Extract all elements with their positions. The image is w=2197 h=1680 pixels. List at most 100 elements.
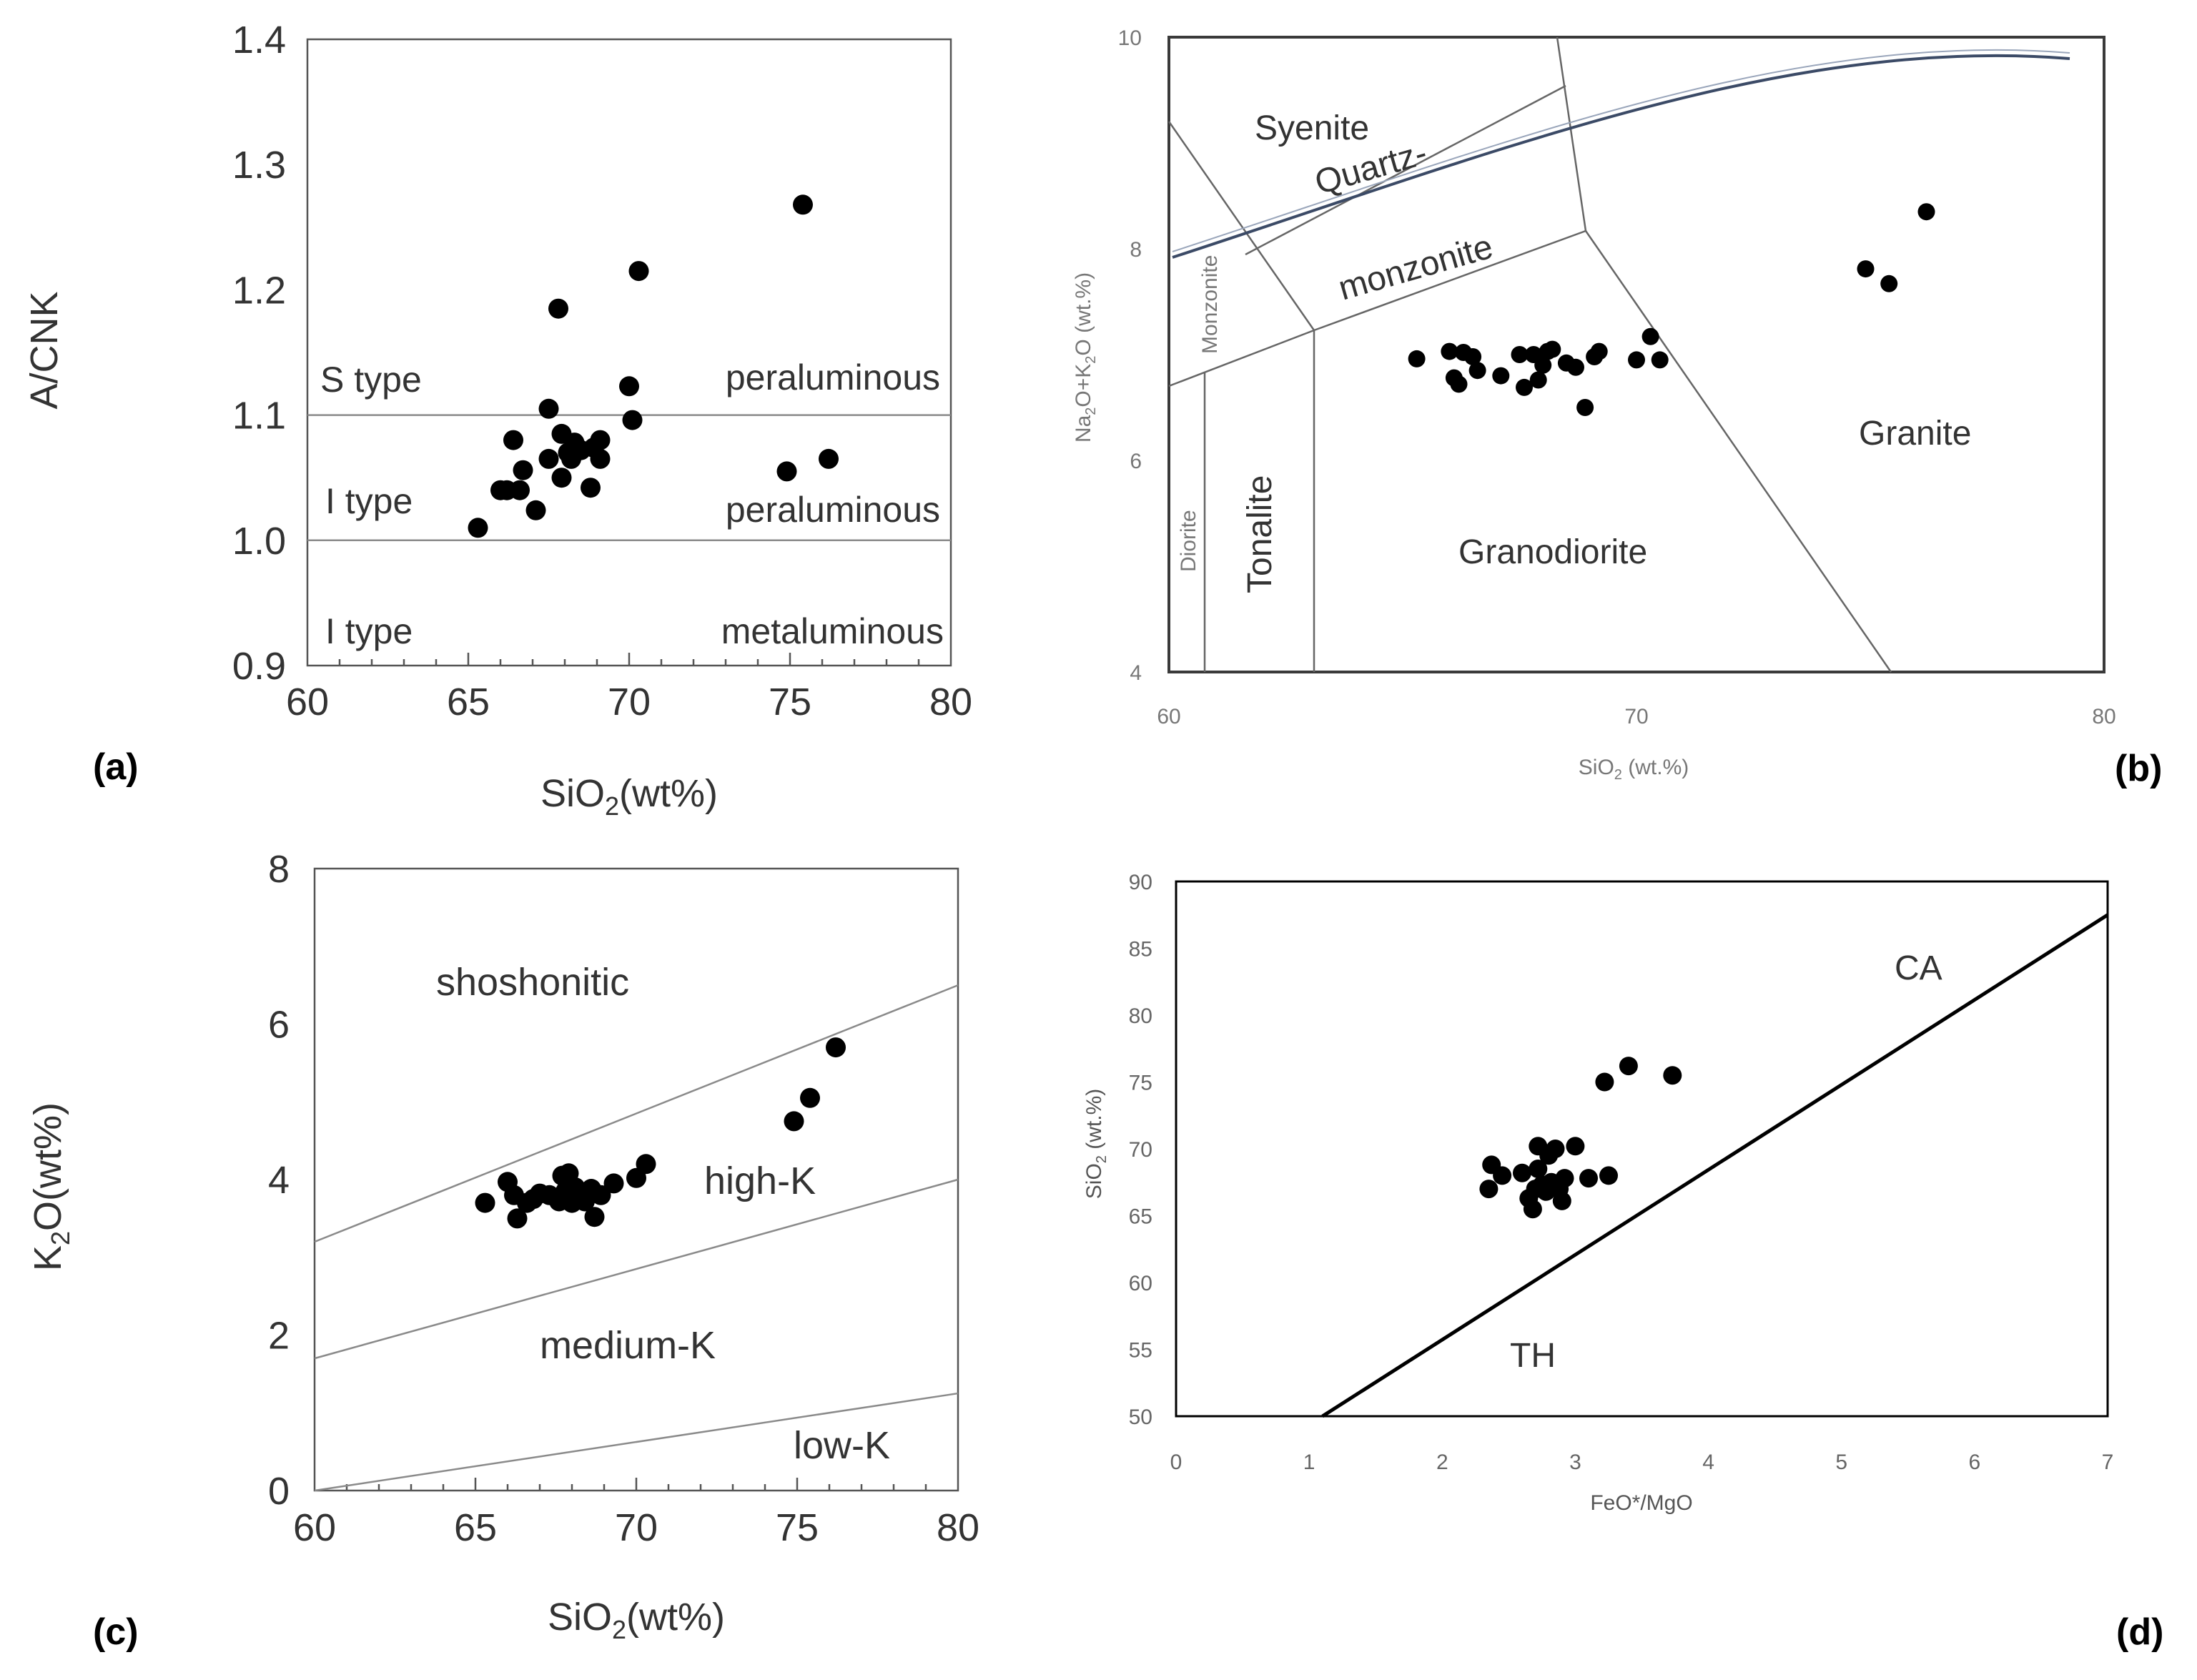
panel-d-chart: 0 1 2 3 4 5 6 7 50 55 60 65 70 75 80 85 90 CA TH FeO*/M… <box>1082 871 2163 1653</box>
panel-b-x-axis-label: SiO2 (wt.%) <box>1579 756 1689 783</box>
panel-a-y-tick-label: 1.2 <box>232 269 286 312</box>
panel-d-x-axis-label: FeO*/MgO <box>1590 1491 1692 1515</box>
panel-a-point <box>503 430 523 450</box>
panel-b-point <box>1492 367 1510 385</box>
panel-c-y-tick-label: 4 <box>268 1159 290 1202</box>
panel-a-s-type-label: S type <box>320 360 422 400</box>
panel-c-point <box>636 1154 656 1175</box>
panel-d-y-tick-label: 65 <box>1129 1205 1152 1229</box>
panel-d-point <box>1552 1191 1571 1210</box>
panel-d-x-tick-labels: 0 1 2 3 4 5 6 7 <box>1170 1451 2114 1474</box>
panel-a-point <box>468 518 488 538</box>
panel-b-point <box>1544 340 1561 358</box>
panel-c-point <box>584 1207 605 1227</box>
panel-d-label: (d) <box>2116 1611 2163 1653</box>
panel-a-point <box>538 448 559 469</box>
panel-a-y-tick-labels: 0.9 1.0 1.1 1.2 1.3 1.4 <box>232 19 286 688</box>
panel-b-y-tick-label: 10 <box>1118 26 1142 50</box>
panel-d-point <box>1566 1137 1585 1156</box>
panel-d-point <box>1546 1140 1565 1158</box>
panel-a-point <box>551 468 572 488</box>
panel-d-point <box>1619 1057 1638 1076</box>
panel-b-point <box>1468 362 1486 380</box>
panel-c-point <box>626 1167 646 1188</box>
panel-c-x-tick-label: 75 <box>776 1506 819 1549</box>
panel-d-th-label: TH <box>1510 1337 1556 1375</box>
panel-d-x-tick-label: 6 <box>1969 1451 1981 1474</box>
panel-b-x-tick-label: 60 <box>1157 705 1180 728</box>
panel-b-point <box>1464 348 1482 365</box>
panel-b-point <box>1408 350 1426 367</box>
panel-a-peraluminous-lower-label: peraluminous <box>726 490 940 530</box>
panel-a-i-type-mid-label: I type <box>325 481 413 521</box>
panel-b-points <box>1408 203 1935 416</box>
panel-d-y-tick-label: 70 <box>1129 1138 1152 1162</box>
panel-b-x-tick-label: 70 <box>1624 705 1648 728</box>
panel-b-point <box>1529 371 1547 389</box>
panel-b-label: (b) <box>2115 748 2162 789</box>
panel-b-frame <box>1167 36 2105 673</box>
panel-c-y-axis-label: K2O(wt%) <box>26 1102 75 1271</box>
panel-a-x-tick-label: 70 <box>608 681 651 723</box>
panel-c-ticks <box>345 1478 927 1491</box>
panel-d-point <box>1523 1200 1542 1219</box>
panel-d-ca-th-line <box>1321 913 2109 1418</box>
panel-b-diorite-label: Diorite <box>1177 510 1200 572</box>
panel-a-y-tick-label: 1.4 <box>232 19 286 61</box>
panel-b-boundary-line <box>1167 121 1315 331</box>
panel-c-point <box>800 1087 820 1108</box>
panel-b-point <box>1534 356 1552 374</box>
panel-b-monzonite-word-label: monzonite <box>1334 228 1496 308</box>
panel-a-point <box>590 448 611 469</box>
panel-c-shoshonitic-label: shoshonitic <box>436 961 629 1004</box>
panel-a-peraluminous-upper-label: peraluminous <box>726 357 940 397</box>
panel-b-boundary-line <box>1313 229 1586 332</box>
panel-b-point <box>1576 399 1594 416</box>
panel-c-y-tick-labels: 0 2 4 6 8 <box>268 848 290 1513</box>
panel-d-point <box>1529 1160 1548 1178</box>
panel-c-point <box>507 1208 528 1229</box>
panel-b-y-tick-labels: 4 6 8 10 <box>1118 26 1142 685</box>
panel-c-x-tick-label: 65 <box>454 1506 497 1549</box>
panel-c-point <box>826 1037 846 1058</box>
panel-a-ticks <box>338 653 920 666</box>
panel-a-point <box>793 194 813 215</box>
panel-a-point <box>590 430 611 450</box>
panel-b-point <box>1567 358 1584 376</box>
panel-a-frame <box>306 38 952 667</box>
panel-d-point <box>1579 1169 1598 1188</box>
panel-a-x-tick-label: 60 <box>286 681 329 723</box>
panel-c-boundary-line <box>314 1392 959 1492</box>
panel-b-point <box>1917 203 1935 221</box>
panel-d-point <box>1513 1163 1531 1182</box>
panel-c-low-k-label: low-K <box>794 1424 890 1467</box>
panel-c-chart: 60 65 70 75 80 0 2 4 6 8 shoshonitic high-K medi… <box>26 848 979 1653</box>
panel-b-point <box>1450 375 1468 393</box>
panel-d-x-tick-label: 0 <box>1170 1451 1183 1474</box>
panel-b-y-tick-label: 4 <box>1130 661 1142 685</box>
panel-a-y-tick-label: 0.9 <box>232 645 286 688</box>
panel-d-ca-label: CA <box>1895 949 1942 987</box>
panel-d-x-tick-label: 7 <box>2102 1451 2114 1474</box>
panel-b-point <box>1651 351 1669 369</box>
panel-a-y-axis-label: A/CNK <box>23 291 66 409</box>
panel-b-boundary-line <box>1584 230 1892 673</box>
panel-b-granodiorite-label: Granodiorite <box>1458 533 1647 571</box>
panel-d-x-tick-label: 2 <box>1436 1451 1448 1474</box>
panel-b-boundary-line <box>1168 329 1315 387</box>
panel-b-monzonite-label: Monzonite <box>1198 255 1222 354</box>
panel-c-point <box>784 1111 804 1132</box>
panel-a-point <box>628 261 649 282</box>
panel-c-y-tick-label: 6 <box>268 1004 290 1047</box>
panel-b-point <box>1516 378 1533 396</box>
panel-b-y-axis-label: Na2O+K2O (wt.%) <box>1072 272 1099 443</box>
panel-d-y-tick-label: 50 <box>1129 1405 1152 1429</box>
panel-d-boundary <box>1321 913 2109 1418</box>
panel-b-point <box>1880 275 1898 292</box>
panel-b-x-tick-labels: 60 70 80 <box>1157 705 2115 728</box>
panel-c-boundary-line <box>314 1178 959 1360</box>
panel-c-x-tick-labels: 60 65 70 75 80 <box>293 1506 979 1549</box>
panel-a-x-tick-label: 80 <box>929 681 972 723</box>
panel-a-y-tick-label: 1.1 <box>232 395 286 438</box>
